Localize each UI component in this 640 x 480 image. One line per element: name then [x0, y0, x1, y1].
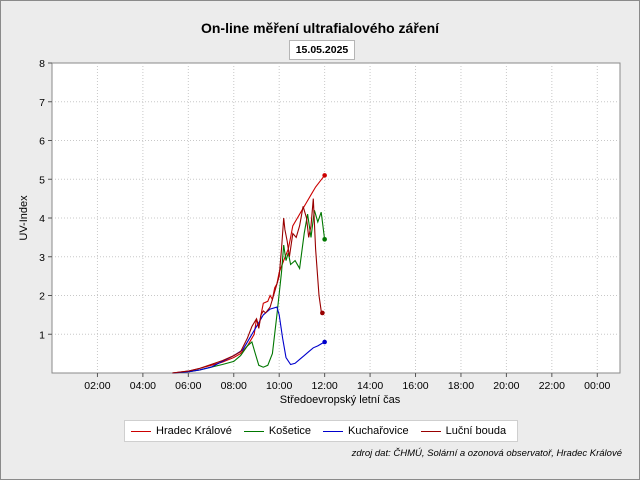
legend-label-kosetice: Košetice	[268, 425, 312, 437]
x-axis-ticks: 02:00 04:00 06:00 08:00 10:00 12:00 14:00 16:00…	[84, 373, 611, 392]
x-tick-label: 10:00	[266, 380, 292, 392]
legend-item-hradec-kralove[interactable]: Hradec Králové	[131, 425, 232, 437]
x-tick-label: 06:00	[175, 380, 201, 392]
legend-swatch-hradec-kralove	[131, 430, 151, 432]
series-end-point-lucni-bouda	[320, 310, 325, 316]
series-end-point-hradec-kralove	[322, 173, 327, 178]
x-tick-label: 08:00	[221, 380, 247, 392]
data-source-note: zdroj dat: ČHMÚ, Solární a ozonová obser…	[351, 448, 622, 459]
legend-label-lucni-bouda: Luční bouda	[445, 425, 507, 437]
legend-swatch-kosetice	[243, 430, 264, 432]
y-tick-label: 7	[39, 97, 45, 109]
legend: Hradec Králové Košetice Kuchařovice Lučn…	[124, 420, 518, 442]
date-label: 15.05.2025	[289, 40, 355, 60]
y-axis-label: UV-Index	[18, 195, 30, 241]
series-end-point-kucharovice	[322, 339, 327, 345]
y-tick-label: 8	[39, 58, 45, 70]
chart-title: On-line měření ultrafialového záření	[200, 20, 440, 36]
uv-chart: 1 2 3 4 5 6 7 8 02:00 04:00 06:00 08:00 10:00 12:00 1…	[18, 58, 621, 406]
grid	[52, 63, 620, 373]
legend-swatch-kucharovice	[323, 430, 344, 432]
y-tick-label: 3	[39, 252, 45, 264]
series-line-lucni-bouda	[172, 198, 323, 374]
x-axis-label: Středoevropský letní čas	[280, 394, 401, 406]
plot-area	[51, 62, 621, 374]
y-tick-label: 5	[39, 174, 45, 186]
series-group	[172, 173, 327, 374]
x-tick-label: 02:00	[84, 380, 110, 392]
legend-label-hradec-kralove: Hradec Králové	[156, 425, 232, 437]
x-tick-label: 16:00	[402, 380, 428, 392]
y-tick-label: 4	[39, 213, 45, 225]
x-tick-label: 04:00	[130, 380, 156, 392]
y-tick-label: 1	[39, 329, 45, 341]
x-tick-label: 20:00	[493, 380, 519, 392]
y-axis-ticks: 1 2 3 4 5 6 7 8	[39, 58, 52, 341]
series-line-kosetice	[172, 210, 326, 374]
x-tick-label: 12:00	[311, 380, 337, 392]
y-tick-label: 2	[39, 291, 45, 303]
legend-item-lucni-bouda[interactable]: Luční bouda	[420, 425, 507, 437]
legend-item-kosetice[interactable]: Košetice	[243, 425, 312, 437]
x-tick-label: 14:00	[357, 380, 383, 392]
legend-item-kucharovice[interactable]: Kuchařovice	[323, 425, 409, 437]
series-end-point-kosetice	[322, 237, 327, 242]
x-tick-label: 00:00	[584, 380, 610, 392]
legend-swatch-lucni-bouda	[420, 430, 441, 432]
x-tick-label: 18:00	[448, 380, 474, 392]
y-tick-label: 6	[39, 136, 45, 148]
x-tick-label: 22:00	[539, 380, 565, 392]
series-line-kucharovice	[172, 306, 325, 374]
legend-label-kucharovice: Kuchařovice	[348, 425, 409, 437]
